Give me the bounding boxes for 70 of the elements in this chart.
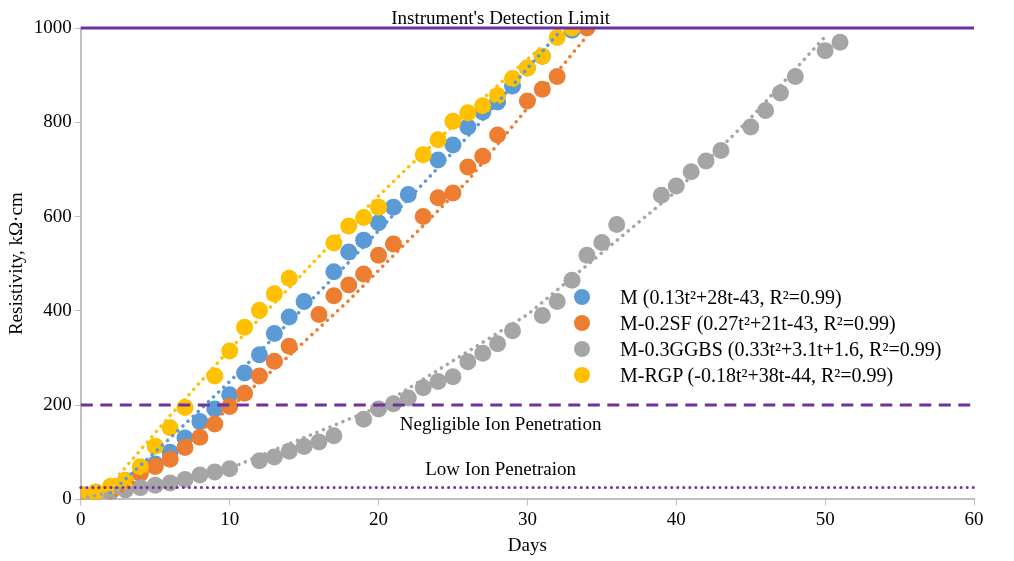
point [236, 318, 254, 336]
point [816, 42, 834, 60]
point [742, 118, 760, 136]
legend-label: M-0.3GGBS (0.33t²+3.1t+1.6, R²=0.99) [620, 337, 942, 362]
ref-line-label: Negligible Ion Penetration [399, 412, 602, 434]
point [504, 322, 522, 340]
point [444, 368, 462, 386]
point [355, 410, 373, 428]
point [310, 306, 328, 324]
point [578, 246, 596, 264]
point [370, 198, 388, 216]
point [355, 265, 373, 283]
point [548, 292, 566, 310]
point [340, 276, 358, 294]
point [533, 307, 551, 325]
point [757, 102, 775, 119]
point [265, 352, 283, 370]
x-tick-label: 30 [517, 507, 537, 529]
x-tick-label: 0 [76, 507, 86, 529]
point [489, 126, 507, 144]
legend-label: M-RGP (-0.18t²+38t-44, R²=0.99) [620, 363, 894, 388]
point [265, 285, 283, 303]
point [325, 427, 343, 445]
point [459, 158, 477, 176]
point [831, 33, 849, 51]
y-axis-title: Resistivity, kΩ·cm [5, 192, 27, 336]
point [414, 208, 432, 226]
point [221, 460, 239, 478]
point [474, 344, 492, 362]
x-tick-label: 60 [964, 507, 984, 529]
point [280, 337, 298, 355]
point [340, 243, 358, 261]
legend-label: M (0.13t²+28t-43, R²=0.99) [620, 285, 842, 310]
y-tick-label: 400 [43, 298, 72, 320]
point [652, 186, 670, 204]
y-tick-label: 600 [43, 204, 72, 226]
x-tick-label: 40 [666, 507, 686, 529]
point [548, 68, 566, 86]
x-tick-label: 10 [220, 507, 240, 529]
point [384, 235, 402, 253]
point [280, 269, 298, 287]
y-tick-label: 800 [43, 110, 72, 132]
point [310, 433, 328, 451]
point [593, 233, 611, 251]
legend-label: M-0.2SF (0.27t²+21t-43, R²=0.99) [620, 311, 896, 336]
point [429, 189, 447, 207]
point [771, 84, 789, 102]
point [295, 438, 313, 456]
x-tick-label: 50 [815, 507, 835, 529]
x-axis-title: Days [507, 533, 547, 555]
point [489, 335, 507, 353]
point [265, 324, 283, 342]
point [265, 448, 283, 466]
point [414, 379, 432, 397]
point [370, 246, 388, 264]
x-tick-label: 20 [369, 507, 389, 529]
point [429, 373, 447, 391]
point [459, 353, 477, 371]
point [786, 68, 804, 86]
point [250, 301, 268, 319]
point [399, 389, 417, 407]
point [355, 209, 373, 226]
point [206, 367, 224, 385]
y-tick-label: 0 [62, 487, 72, 509]
y-tick-label: 1000 [33, 15, 72, 37]
ref-line-label: Instrument's Detection Limit [391, 7, 611, 29]
point [325, 287, 343, 305]
ref-line-label: Low Ion Penetraion [425, 458, 577, 480]
y-tick-label: 200 [43, 393, 72, 415]
point [608, 216, 626, 234]
